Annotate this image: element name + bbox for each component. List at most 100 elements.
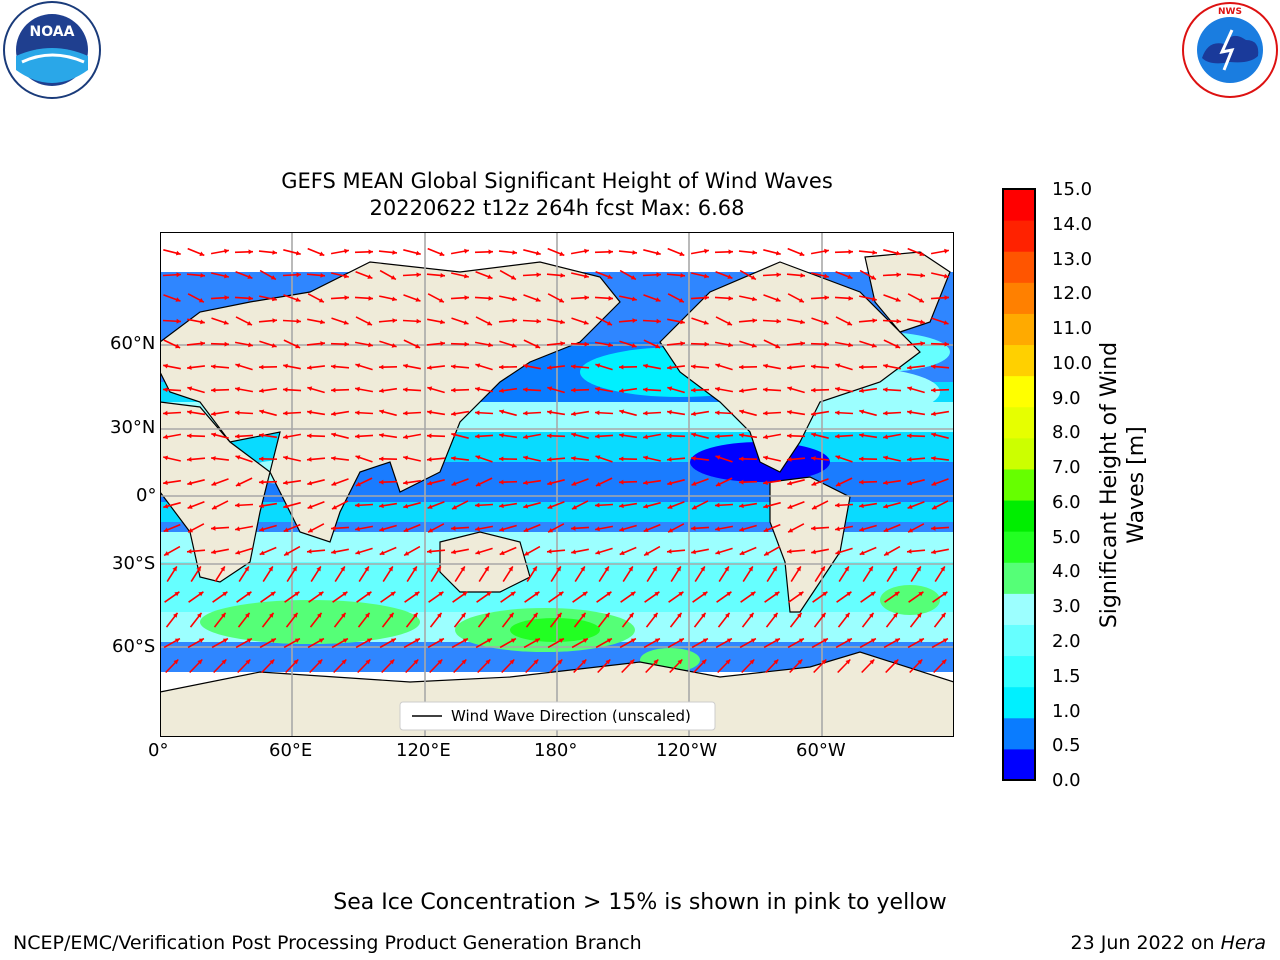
wave-direction-arrowhead [246, 638, 252, 643]
colorbar-bin [1003, 406, 1035, 439]
wave-direction-arrowhead [283, 503, 289, 509]
wave-direction-arrowhead [379, 456, 384, 462]
wave-direction-arrowhead [163, 434, 168, 440]
wave-direction-arrowhead [197, 612, 202, 618]
wave-direction-arrowhead [872, 250, 877, 255]
wave-direction-arrowhead [390, 591, 396, 597]
wave-direction-arrowhead [523, 455, 528, 461]
wave-direction-arrowhead [331, 387, 336, 393]
wave-direction-arrowhead [510, 638, 516, 643]
wave-direction-arrowhead [187, 504, 193, 509]
wave-direction-arrowhead [547, 457, 552, 462]
wave-direction-arrowhead [931, 387, 936, 393]
wave-direction-arrowhead [619, 550, 625, 555]
wave-direction-arrowhead [811, 525, 816, 531]
wave-direction-arrowhead [174, 591, 180, 597]
wave-direction-arrowhead [932, 505, 937, 510]
wave-direction-arrowhead [341, 659, 347, 665]
wave-direction-arrowhead [893, 612, 898, 618]
wave-direction-arrowhead [774, 591, 780, 597]
wave-direction-arrowhead [835, 410, 840, 416]
wave-direction-arrowhead [509, 612, 514, 618]
wave-direction-arrowhead [211, 549, 216, 555]
wave-direction-arrowhead [535, 250, 541, 256]
wave-direction-arrowhead [595, 410, 600, 416]
wave-direction-arrowhead [763, 363, 768, 369]
wave-direction-arrowhead [331, 411, 336, 417]
wave-direction-arrowhead [364, 566, 369, 572]
wave-direction-arrowhead [739, 479, 744, 485]
wave-direction-arrowhead [704, 248, 709, 254]
x-tick: 60°W [796, 740, 846, 761]
wave-direction-arrowhead [499, 479, 504, 485]
colorbar-tick: 10.0 [1052, 352, 1093, 374]
wave-direction-arrowhead [534, 638, 540, 643]
wave-direction-arrowhead [797, 612, 802, 618]
wave-direction-arrowhead [163, 387, 168, 393]
wave-direction-arrowhead [283, 455, 288, 461]
wave-direction-arrowhead [462, 591, 468, 597]
wave-direction-arrowhead [739, 527, 745, 532]
wave-direction-arrowhead [668, 528, 674, 533]
wave-direction-arrowhead [580, 566, 585, 572]
wave-direction-arrowhead [704, 273, 709, 279]
wave-direction-arrowhead [800, 341, 805, 346]
wave-direction-arrowhead [163, 410, 168, 416]
wave-direction-arrowhead [547, 409, 552, 415]
wave-direction-arrowhead [619, 364, 624, 370]
wave-direction-arrowhead [940, 566, 945, 572]
wave-direction-arrowhead [944, 248, 949, 254]
wave-direction-arrowhead [715, 550, 721, 555]
wave-direction-arrowhead [389, 659, 395, 665]
wave-direction-arrowhead [536, 318, 541, 324]
x-tick: 60°E [269, 740, 313, 761]
wave-direction-arrowhead [788, 528, 794, 533]
wave-direction-arrowhead [632, 296, 637, 302]
wave-direction-arrowhead [691, 525, 696, 531]
wave-direction-arrowhead [379, 409, 385, 415]
wave-direction-arrowhead [283, 480, 288, 485]
wave-direction-arrowhead [414, 591, 420, 597]
chart-subtitle: 20220622 t12z 264h fcst Max: 6.68 [369, 196, 745, 220]
wave-direction-arrowhead [427, 365, 432, 370]
wave-direction-arrowhead [475, 433, 480, 439]
wave-direction-arrowhead [462, 638, 468, 643]
wave-direction-arrowhead [822, 638, 828, 643]
wave-direction-arrowhead [571, 432, 577, 438]
wave-direction-arrowhead [320, 319, 325, 325]
wave-direction-arrowhead [342, 591, 348, 597]
wave-direction-arrowhead [821, 612, 826, 618]
wave-direction-arrowhead [438, 638, 444, 643]
wave-direction-arrowhead [187, 409, 192, 415]
y-tick: 0° [136, 485, 157, 506]
wave-direction-arrowhead [726, 638, 732, 643]
wave-direction-arrowhead [532, 566, 537, 572]
wave-direction-arrowhead [247, 274, 253, 279]
wave-direction-arrowhead [691, 387, 696, 393]
colorbar-bin [1003, 220, 1035, 252]
wave-direction-arrowhead [499, 433, 504, 438]
wave-direction-arrowhead [340, 566, 345, 572]
wave-direction-arrowhead [464, 295, 469, 301]
wave-direction-arrowhead [451, 525, 456, 531]
legend-label: Wind Wave Direction (unscaled) [451, 707, 691, 725]
wave-direction-arrowhead [728, 295, 733, 301]
wave-direction-arrowhead [547, 504, 553, 509]
wave-direction-arrowhead [523, 434, 528, 440]
wave-direction-arrowhead [820, 566, 825, 572]
wave-direction-arrowhead [283, 387, 288, 393]
wave-direction-arrowhead [846, 591, 852, 597]
wave-direction-arrowhead [775, 343, 781, 349]
wave-direction-arrowhead [703, 320, 709, 325]
wave-direction-arrowhead [944, 295, 949, 301]
wave-direction-arrowhead [176, 272, 181, 278]
wave-direction-arrowhead [283, 434, 288, 440]
wave-direction-arrowhead [246, 591, 252, 597]
wave-direction-arrowhead [316, 566, 321, 572]
wave-direction-arrowhead [187, 386, 193, 391]
wave-direction-arrowhead [365, 612, 370, 618]
wave-direction-arrowhead [536, 272, 541, 278]
wave-direction-arrowhead [460, 566, 465, 572]
colorbar-tick: 8.0 [1052, 422, 1081, 444]
wave-direction-arrowhead [272, 250, 277, 255]
